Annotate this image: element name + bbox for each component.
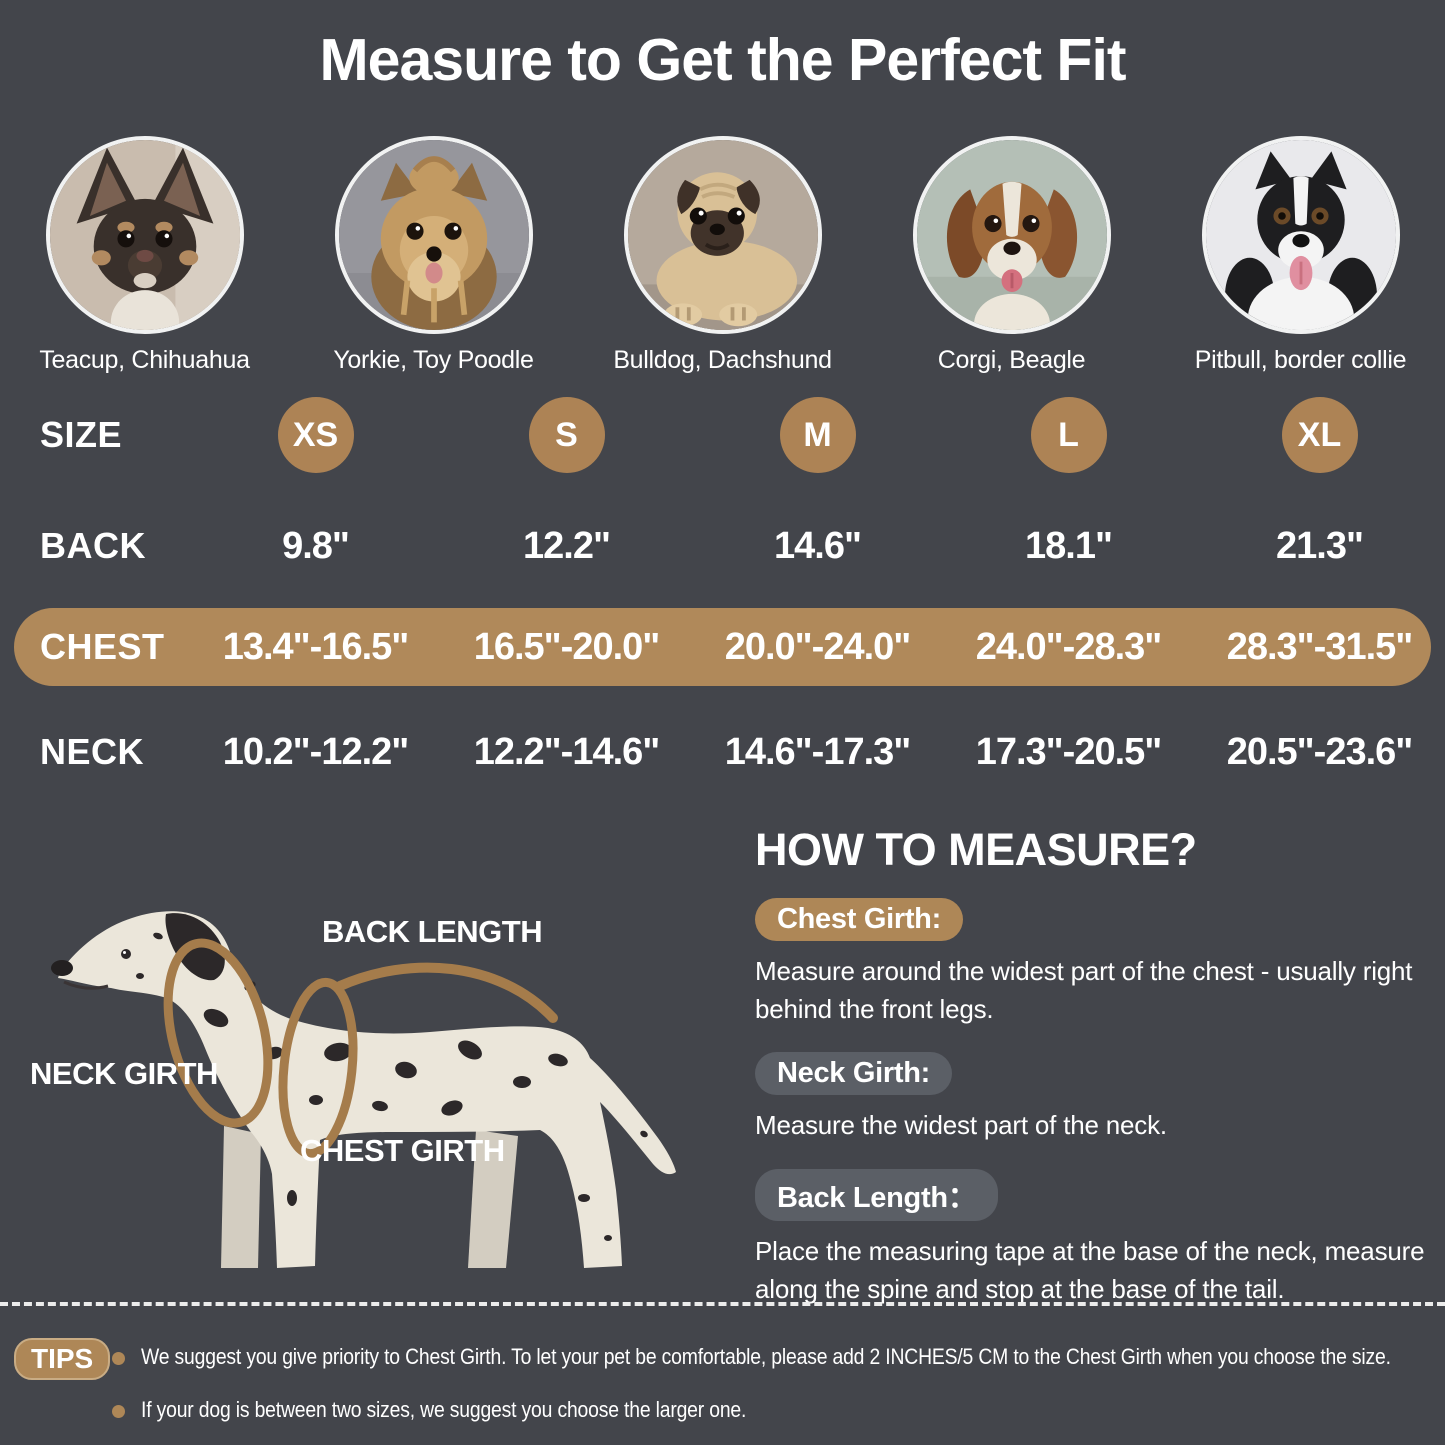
chest-value-s: 16.5"-20.0" (473, 625, 661, 668)
breed-column-xs: Teacup, Chihuahua (0, 140, 289, 375)
breed-column-xl: Pitbull, border collie (1156, 140, 1445, 375)
neck-girth-description: Measure the widest part of the neck. (755, 1110, 1167, 1141)
tip-text: If your dog is between two sizes, we sug… (141, 1397, 747, 1422)
breed-label: Yorkie, Toy Poodle (333, 346, 534, 374)
table-row-neck: NECK 10.2"-12.2" 12.2"-14.6" 14.6"-17.3"… (0, 720, 1445, 784)
back-length-badge: Back Length： (755, 1169, 999, 1222)
chihuahua-photo (49, 140, 240, 330)
row-label-neck: NECK (40, 731, 145, 772)
how-to-measure-section: HOW TO MEASURE? Chest Girth: Measure aro… (755, 824, 1445, 1310)
neck-value-xl: 20.5"-23.6" (1226, 730, 1414, 773)
breed-column-s: Yorkie, Toy Poodle (289, 140, 578, 375)
breed-column-m: Bulldog, Dachshund (578, 140, 867, 375)
dalmatian-measure-diagram-icon (51, 911, 676, 1268)
table-row-chest: CHEST 13.4"-16.5" 16.5"-20.0" 20.0"-24.0… (0, 608, 1445, 686)
breed-label: Pitbull, border collie (1194, 346, 1407, 374)
table-row-size: SIZE XS S M L XL (0, 396, 1445, 474)
chest-girth-badge: Chest Girth: (755, 898, 963, 941)
chest-girth-label: CHEST GIRTH (300, 1133, 505, 1168)
pug-photo (627, 140, 818, 330)
beagle-photo-icon (916, 140, 1107, 330)
dashed-divider (0, 1302, 1445, 1306)
bullet-dot-icon (112, 1405, 125, 1418)
back-value-l: 18.1" (1025, 524, 1113, 567)
breed-column-l: Corgi, Beagle (867, 140, 1156, 375)
table-row-back: BACK 9.8" 12.2" 14.6" 18.1" 21.3" (0, 514, 1445, 578)
row-label-chest: CHEST (40, 626, 165, 667)
neck-girth-badge: Neck Girth: (755, 1052, 953, 1096)
how-to-measure-heading: HOW TO MEASURE? (755, 824, 1197, 875)
tips-badge: TIPS (14, 1338, 111, 1380)
neck-value-m: 14.6"-17.3" (724, 730, 912, 773)
tip-text: We suggest you give priority to Chest Gi… (141, 1344, 1391, 1369)
bullet-dot-icon (112, 1352, 125, 1365)
chest-girth-description: Measure around the widest part of the ch… (755, 956, 1413, 1024)
tips-list: We suggest you give priority to Chest Gi… (112, 1344, 1442, 1445)
neck-value-s: 12.2"-14.6" (473, 730, 661, 773)
pug-photo-icon (627, 140, 818, 330)
chest-value-m: 20.0"-24.0" (724, 625, 912, 668)
breed-label: Teacup, Chihuahua (39, 346, 250, 374)
border-collie-photo-icon (1205, 140, 1396, 330)
chest-value-l: 24.0"-28.3" (975, 625, 1163, 668)
chest-value-xl: 28.3"-31.5" (1226, 625, 1414, 668)
yorkie-photo-icon (338, 140, 529, 330)
back-value-xs: 9.8" (282, 524, 350, 567)
page-title: Measure to Get the Perfect Fit (319, 27, 1126, 93)
back-value-m: 14.6" (774, 524, 862, 567)
beagle-photo (916, 140, 1107, 330)
size-badge-l: L (1030, 397, 1107, 473)
breed-label: Bulldog, Dachshund (613, 346, 832, 374)
chihuahua-photo-icon (49, 140, 240, 330)
chest-value-xs: 13.4"-16.5" (222, 625, 410, 668)
tip-item: We suggest you give priority to Chest Gi… (112, 1344, 1442, 1370)
back-length-label: BACK LENGTH (322, 914, 543, 949)
border-collie-photo (1205, 140, 1396, 330)
back-length-description: Place the measuring tape at the base of … (755, 1236, 1425, 1304)
row-label-back: BACK (40, 525, 146, 566)
yorkie-photo (338, 140, 529, 330)
breed-label: Corgi, Beagle (937, 346, 1086, 374)
size-badge-xl: XL (1281, 397, 1358, 473)
row-label-size: SIZE (40, 414, 123, 455)
size-badge-xs: XS (277, 397, 354, 473)
size-badge-s: S (528, 397, 605, 473)
size-badge-m: M (779, 397, 856, 473)
back-value-s: 12.2" (523, 524, 611, 567)
tip-item: If your dog is between two sizes, we sug… (112, 1397, 1442, 1423)
back-value-xl: 21.3" (1276, 524, 1364, 567)
neck-value-l: 17.3"-20.5" (975, 730, 1163, 773)
chest-row-highlight-bar (14, 608, 1431, 686)
neck-value-xs: 10.2"-12.2" (222, 730, 410, 773)
neck-girth-label: NECK GIRTH (30, 1056, 218, 1091)
breed-photo-row: Teacup, Chihuahua (0, 140, 1445, 375)
